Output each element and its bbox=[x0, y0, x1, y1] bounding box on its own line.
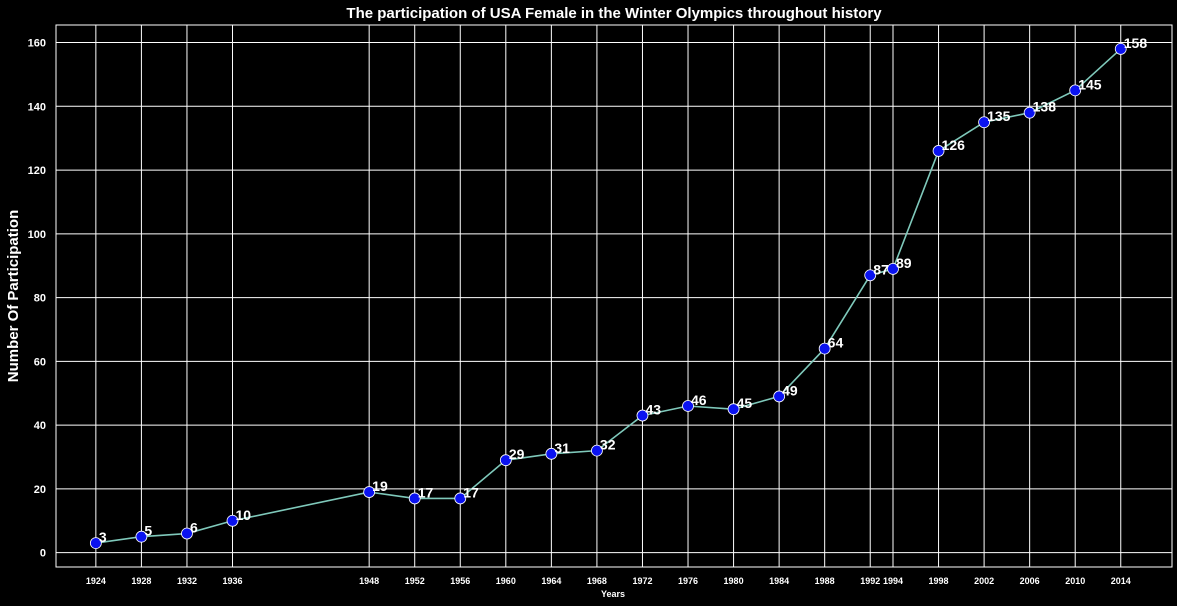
data-point bbox=[636, 409, 649, 422]
x-tick-label: 2010 bbox=[1065, 576, 1085, 586]
data-point bbox=[499, 454, 512, 467]
data-point bbox=[864, 269, 877, 282]
data-point bbox=[682, 400, 694, 412]
data-point bbox=[408, 492, 421, 505]
data-label: 145 bbox=[1078, 76, 1102, 92]
data-label: 138 bbox=[1033, 99, 1057, 115]
data-label: 45 bbox=[737, 395, 753, 411]
x-tick-label: 1998 bbox=[929, 576, 949, 586]
chart-title: The participation of USA Female in the W… bbox=[346, 5, 882, 22]
y-axis-label: Number Of Participation bbox=[5, 210, 22, 383]
x-tick-label: 1980 bbox=[724, 576, 744, 586]
x-tick-label: 1984 bbox=[769, 576, 789, 586]
data-label: 29 bbox=[509, 446, 525, 462]
data-point bbox=[454, 492, 467, 505]
data-point bbox=[978, 116, 991, 129]
data-point bbox=[1023, 106, 1036, 119]
y-tick-label: 100 bbox=[28, 229, 46, 241]
data-point bbox=[363, 486, 376, 498]
x-tick-labels: 1924 1928 1932 1936 1948 1952 1956 1960 1964 1968… bbox=[86, 576, 1131, 586]
data-label: 158 bbox=[1124, 35, 1148, 51]
data-point bbox=[226, 514, 239, 527]
y-tick-label: 60 bbox=[34, 356, 46, 368]
x-tick-label: 2014 bbox=[1111, 576, 1131, 586]
plot-frame bbox=[55, 24, 1173, 568]
data-label: 87 bbox=[873, 261, 889, 277]
x-tick-label: 1992 bbox=[860, 576, 880, 586]
data-label-layer: 3 5 6 10 19 17 17 29 31 32 43 46 45 49 64 87 89 126 135 138… bbox=[99, 35, 1147, 545]
data-label: 3 bbox=[99, 529, 107, 545]
x-tick-label: 2006 bbox=[1020, 576, 1040, 586]
data-point bbox=[181, 527, 193, 540]
data-point bbox=[545, 447, 558, 460]
data-point bbox=[1069, 84, 1082, 97]
data-point bbox=[1114, 43, 1127, 55]
x-tick-label: 1928 bbox=[131, 576, 151, 586]
y-tick-labels: 0 20 40 60 80 100 120 140 160 bbox=[28, 38, 46, 560]
data-point bbox=[773, 390, 786, 403]
data-label: 89 bbox=[896, 255, 912, 271]
x-tick-label: 1956 bbox=[450, 576, 470, 586]
x-tick-label: 1932 bbox=[177, 576, 197, 586]
x-tick-label: 1968 bbox=[587, 576, 607, 586]
y-tick-label: 80 bbox=[34, 293, 46, 305]
data-label: 19 bbox=[372, 478, 388, 494]
grid-layer bbox=[56, 25, 1172, 567]
x-tick-label: 2002 bbox=[974, 576, 994, 586]
data-label: 31 bbox=[554, 440, 570, 456]
y-tick-label: 0 bbox=[40, 548, 46, 560]
data-label: 46 bbox=[691, 392, 707, 408]
x-tick-label: 1972 bbox=[632, 576, 652, 586]
data-point bbox=[932, 145, 945, 157]
data-label: 32 bbox=[600, 437, 616, 453]
data-label: 135 bbox=[987, 108, 1011, 124]
data-label: 126 bbox=[942, 137, 966, 153]
data-label: 17 bbox=[418, 484, 434, 500]
x-tick-label: 1988 bbox=[815, 576, 835, 586]
x-tick-label: 1994 bbox=[883, 576, 903, 586]
x-tick-label: 1976 bbox=[678, 576, 698, 586]
data-label: 43 bbox=[645, 402, 661, 418]
x-tick-label: 1964 bbox=[541, 576, 561, 586]
data-point bbox=[135, 530, 148, 543]
data-point bbox=[818, 342, 831, 355]
x-tick-label: 1936 bbox=[222, 576, 242, 586]
x-axis-label: Years bbox=[601, 589, 625, 599]
data-label: 17 bbox=[463, 484, 479, 500]
y-tick-label: 40 bbox=[34, 420, 46, 432]
data-label: 5 bbox=[144, 523, 152, 539]
data-point bbox=[727, 403, 740, 416]
x-tick-label: 1960 bbox=[496, 576, 516, 586]
series-line bbox=[95, 48, 1122, 544]
x-tick-label: 1952 bbox=[405, 576, 425, 586]
x-tick-label: 1948 bbox=[359, 576, 379, 586]
series-layer bbox=[89, 43, 1127, 549]
y-tick-label: 140 bbox=[28, 101, 46, 113]
data-point bbox=[89, 537, 102, 549]
y-tick-label: 120 bbox=[28, 165, 46, 177]
data-label: 10 bbox=[236, 507, 252, 523]
data-label: 6 bbox=[190, 520, 198, 536]
data-label: 64 bbox=[828, 335, 844, 351]
data-label: 49 bbox=[782, 382, 798, 398]
data-point bbox=[591, 444, 603, 457]
y-tick-label: 20 bbox=[34, 484, 46, 496]
y-tick-label: 160 bbox=[28, 38, 46, 50]
data-point bbox=[887, 262, 899, 275]
x-tick-label: 1924 bbox=[86, 576, 106, 586]
